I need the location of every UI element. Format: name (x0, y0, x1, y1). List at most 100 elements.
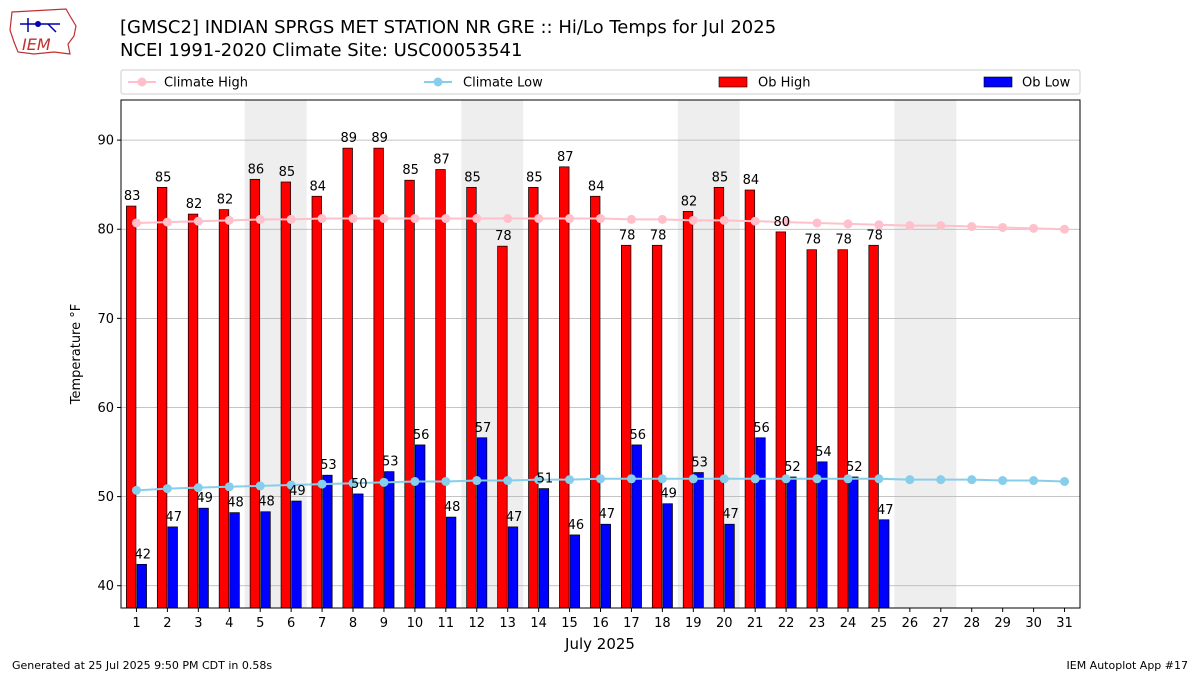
ob-low-label-25: 47 (877, 503, 894, 518)
ob-high-bar-7 (311, 195, 322, 609)
ob-low-bar-3 (198, 507, 209, 609)
ob-low-bar-15 (569, 534, 581, 609)
ob-high-bar-5 (249, 178, 261, 609)
legend: Climate High Climate Low Ob High Ob Low (120, 69, 1081, 95)
ob-high-bar-19 (682, 211, 694, 609)
climate-low-point-14 (534, 475, 544, 485)
ob-low-bar-20 (724, 523, 735, 609)
y-tick-label-60: 60 (97, 401, 114, 416)
climate-high-point-9 (379, 214, 389, 224)
x-tick-label-21: 21 (747, 616, 764, 631)
ob-low-label-15: 46 (568, 518, 585, 533)
x-tick-label-13: 13 (499, 616, 516, 631)
ob-high-label-10: 85 (402, 163, 419, 178)
climate-high-point-27 (936, 221, 946, 231)
legend-label-climate-high: Climate High (164, 76, 248, 91)
climate-low-point-20 (719, 474, 729, 484)
climate-low-point-12 (472, 476, 482, 486)
generated-note: Generated at 25 Jul 2025 9:50 PM CDT in … (12, 659, 273, 672)
climate-high-point-28 (967, 222, 977, 232)
x-tick-label-28: 28 (963, 616, 980, 631)
observed-bars (126, 147, 890, 609)
ob-low-label-21: 56 (753, 421, 770, 436)
ob-low-label-1: 42 (134, 547, 151, 562)
climate-low-point-24 (843, 474, 853, 484)
ob-low-label-24: 52 (846, 460, 863, 475)
ob-low-label-23: 54 (815, 445, 832, 460)
ob-low-bar-2 (167, 526, 178, 609)
climate-low-point-28 (967, 475, 977, 485)
ob-low-label-14: 51 (537, 472, 554, 487)
climate-low-point-17 (626, 474, 636, 484)
ob-low-bar-6 (291, 500, 302, 609)
x-tick-label-4: 4 (225, 616, 233, 631)
x-tick-label-8: 8 (349, 616, 357, 631)
x-tick-label-31: 31 (1056, 616, 1073, 631)
ob-low-bar-23 (817, 461, 828, 609)
x-axis-label: July 2025 (564, 635, 635, 653)
ob-high-bar-6 (280, 181, 291, 609)
legend-label-ob-high: Ob High (758, 76, 811, 91)
ob-high-bar-24 (837, 249, 848, 609)
x-tick-label-22: 22 (778, 616, 795, 631)
climate-high-point-24 (843, 219, 853, 229)
ob-high-bar-21 (744, 189, 756, 609)
climate-high-point-13 (503, 214, 513, 224)
logo-text: IEM (22, 35, 51, 54)
climate-high-point-10 (410, 214, 420, 224)
climate-high-point-8 (348, 214, 358, 224)
climate-high-point-5 (255, 214, 265, 224)
climate-low-point-16 (596, 474, 605, 484)
climate-high-point-6 (286, 214, 296, 224)
ob-high-bar-25 (868, 244, 879, 609)
climate-low-point-9 (379, 477, 389, 487)
climate-high-point-25 (874, 220, 884, 230)
climate-low-point-21 (750, 474, 760, 484)
ob-low-bar-17 (631, 444, 642, 609)
ob-high-bar-20 (713, 186, 725, 609)
ob-low-label-3: 49 (196, 491, 213, 506)
ob-low-bar-9 (384, 471, 395, 609)
ob-high-bar-3 (187, 213, 199, 609)
weekend-shade-3 (894, 100, 957, 608)
climate-high-point-18 (657, 214, 667, 224)
y-tick-label-80: 80 (97, 223, 114, 238)
x-tick-label-14: 14 (530, 616, 547, 631)
chart-title: [GMSC2] INDIAN SPRGS MET STATION NR GRE … (120, 17, 777, 38)
ob-high-bar-14 (528, 186, 539, 609)
legend-label-ob-low: Ob Low (1022, 76, 1071, 91)
ob-high-bar-4 (218, 209, 230, 609)
ob-low-label-8: 50 (351, 477, 368, 492)
x-tick-label-20: 20 (716, 616, 733, 631)
ob-high-label-3: 82 (186, 197, 203, 212)
climate-high-point-17 (626, 214, 636, 224)
x-tick-label-30: 30 (1025, 616, 1042, 631)
ob-high-bar-16 (590, 195, 601, 609)
x-tick-label-1: 1 (132, 616, 140, 631)
climate-high-point-4 (224, 215, 234, 225)
ob-low-label-5: 48 (258, 495, 275, 510)
ob-high-label-2: 85 (155, 170, 172, 185)
x-tick-label-10: 10 (407, 616, 424, 631)
climate-low-point-23 (812, 474, 822, 484)
x-tick-label-11: 11 (438, 616, 455, 631)
ob-low-label-6: 49 (289, 484, 306, 499)
legend-ob-low: Ob Low (983, 76, 1071, 91)
climate-low-point-19 (688, 474, 698, 484)
climate-low-point-1 (131, 485, 141, 495)
ob-low-bar-8 (353, 493, 364, 609)
ob-low-label-2: 47 (165, 510, 182, 525)
ob-low-bar-19 (693, 472, 704, 609)
ob-high-label-13: 78 (495, 229, 512, 244)
climate-low-point-11 (441, 476, 451, 486)
x-tick-label-25: 25 (871, 616, 888, 631)
climate-low-point-7 (317, 479, 327, 489)
x-tick-label-23: 23 (809, 616, 826, 631)
climate-high-point-21 (750, 216, 760, 226)
legend-frame (120, 69, 1081, 95)
climate-low-point-8 (348, 478, 358, 488)
ob-low-bar-7 (322, 474, 333, 609)
x-tick-label-19: 19 (685, 616, 702, 631)
ob-high-label-5: 86 (248, 162, 265, 177)
